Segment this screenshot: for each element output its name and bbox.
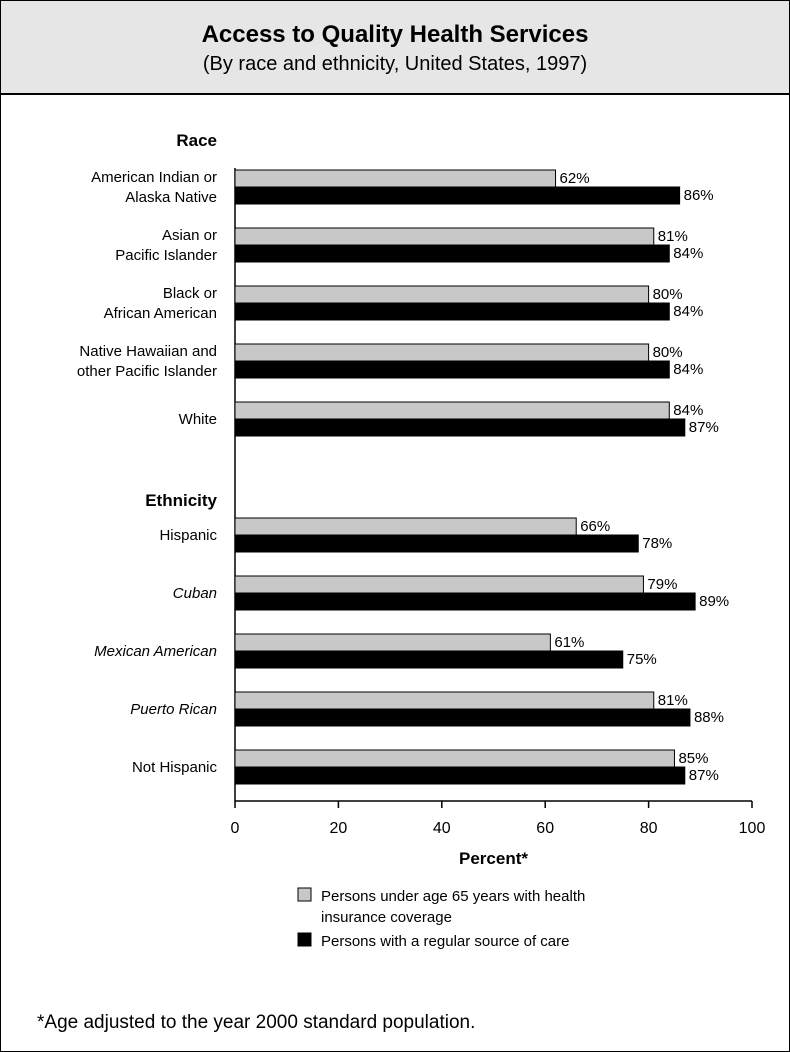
legend-label-0-0: Persons under age 65 years with health [321,888,585,905]
bar-series1-1-4 [234,766,686,785]
data-label-series1-1-0: 78% [642,535,672,552]
data-label-series0-0-2: 80% [653,286,683,303]
category-label-1-4-0: Not Hispanic [132,759,218,776]
data-label-series0-0-4: 84% [673,402,703,419]
chart-subtitle: (By race and ethnicity, United States, 1… [202,53,588,75]
data-label-series0-1-4: 85% [678,750,708,767]
data-label-series0-1-1: 79% [647,576,677,593]
legend-swatch-0 [297,887,312,902]
data-label-series0-1-3: 81% [658,692,688,709]
bar-series0-0-2 [234,285,650,304]
bar-series0-0-4 [234,401,670,420]
category-label-0-0-0: American Indian or [91,169,217,186]
group-label-ethnicity: Ethnicity [145,491,217,510]
data-label-series0-0-3: 80% [653,344,683,361]
chart-header: Access to Quality Health Services (By ra… [1,1,789,95]
bar-series1-1-0 [234,534,639,553]
category-label-0-4-0: White [179,411,217,428]
data-label-series0-0-1: 81% [658,228,688,245]
bar-series0-0-0 [234,169,557,188]
x-tick-label-0: 0 [231,820,240,837]
bar-series0-1-4 [234,749,675,768]
bar-series0-0-3 [234,343,650,362]
bar-series0-1-2 [234,633,551,652]
category-label-0-1-1: Pacific Islander [115,247,217,264]
footnote: *Age adjusted to the year 2000 standard … [37,1012,476,1033]
x-tick-label-4: 80 [640,820,658,837]
bar-series1-1-2 [234,650,624,669]
data-label-series1-1-2: 75% [627,651,657,668]
bar-series1-1-3 [234,708,691,727]
group-label-race: Race [176,131,217,150]
category-label-0-3-1: other Pacific Islander [77,363,217,380]
category-label-1-3-0: Puerto Rican [130,701,217,718]
bar-series0-1-3 [234,691,655,710]
data-label-series1-0-4: 87% [689,419,719,436]
bar-series0-0-1 [234,227,655,246]
bar-series1-0-1 [234,244,670,263]
bar-series1-0-3 [234,360,670,379]
x-tick-label-3: 60 [536,820,554,837]
data-label-series1-1-1: 89% [699,593,729,610]
data-label-series0-1-0: 66% [580,518,610,535]
bar-series1-0-4 [234,418,686,437]
data-label-series1-1-3: 88% [694,709,724,726]
x-tick-label-5: 100 [739,820,766,837]
category-label-1-0-0: Hispanic [159,527,217,544]
category-label-0-3-0: Native Hawaiian and [79,343,217,360]
data-label-series1-0-0: 86% [684,187,714,204]
chart-title: Access to Quality Health Services [201,21,589,48]
data-label-series0-0-0: 62% [560,170,590,187]
bar-series1-0-0 [234,186,681,205]
category-label-0-0-1: Alaska Native [125,189,217,206]
category-label-1-1-0: Cuban [173,585,217,602]
bar-series1-1-1 [234,592,696,611]
category-label-0-2-0: Black or [163,285,217,302]
x-tick-label-1: 20 [330,820,348,837]
data-label-series1-0-1: 84% [673,245,703,262]
bar-series0-1-1 [234,575,644,594]
data-label-series0-1-2: 61% [554,634,584,651]
category-label-0-2-1: African American [104,305,217,322]
x-axis-label: Percent* [459,849,528,868]
data-label-series1-1-4: 87% [689,767,719,784]
data-label-series1-0-2: 84% [673,303,703,320]
bar-series1-0-2 [234,302,670,321]
bar-chart: Race 62% 86% American Indian or Alaska Nativ… [77,131,766,950]
legend-label-0-1: insurance coverage [321,909,452,926]
legend-label-1-0: Persons with a regular source of care [321,933,569,950]
legend-swatch-1 [297,932,312,947]
data-label-series1-0-3: 84% [673,361,703,378]
x-tick-label-2: 40 [433,820,451,837]
bar-series0-1-0 [234,517,577,536]
category-label-0-1-0: Asian or [162,227,217,244]
category-label-1-2-0: Mexican American [94,643,217,660]
